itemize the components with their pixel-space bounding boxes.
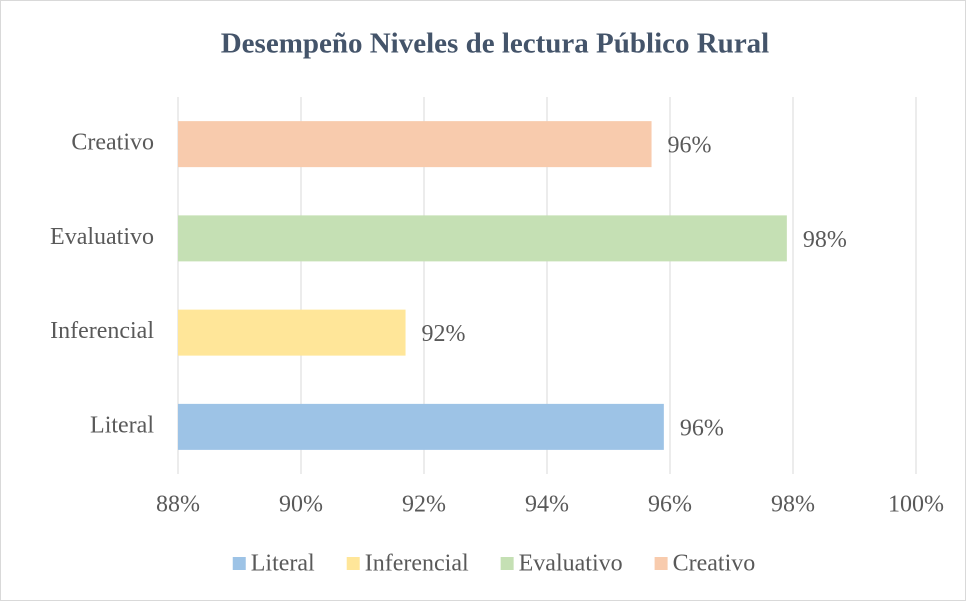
x-tick-label: 92% <box>402 492 446 518</box>
x-tick-label: 94% <box>525 492 569 518</box>
legend-swatch <box>232 557 246 570</box>
y-tick-label: Inferencial <box>50 318 154 344</box>
x-tick-label: 98% <box>771 492 815 518</box>
legend-swatch <box>500 557 514 570</box>
legend-label: Inferencial <box>365 551 469 577</box>
legend-label: Creativo <box>673 551 756 577</box>
legend-swatch <box>654 557 668 570</box>
y-tick-label: Creativo <box>71 130 154 156</box>
legend-swatch <box>346 557 360 570</box>
legend-label: Literal <box>251 551 315 577</box>
bar <box>178 215 787 262</box>
x-tick-label: 88% <box>156 492 200 518</box>
bar <box>178 309 406 356</box>
data-label: 96% <box>668 133 712 159</box>
bar <box>178 403 664 450</box>
data-label: 92% <box>422 321 466 347</box>
chart-title: Desempeño Niveles de lectura Público Rur… <box>221 28 770 60</box>
data-label: 98% <box>803 227 847 253</box>
y-tick-label: Evaluativo <box>50 224 154 250</box>
data-label: 96% <box>680 415 724 441</box>
x-tick-label: 96% <box>648 492 692 518</box>
bar <box>178 121 652 168</box>
legend-label: Evaluativo <box>519 551 623 577</box>
x-tick-label: 100% <box>888 492 944 518</box>
x-tick-label: 90% <box>279 492 323 518</box>
y-tick-label: Literal <box>90 412 154 438</box>
